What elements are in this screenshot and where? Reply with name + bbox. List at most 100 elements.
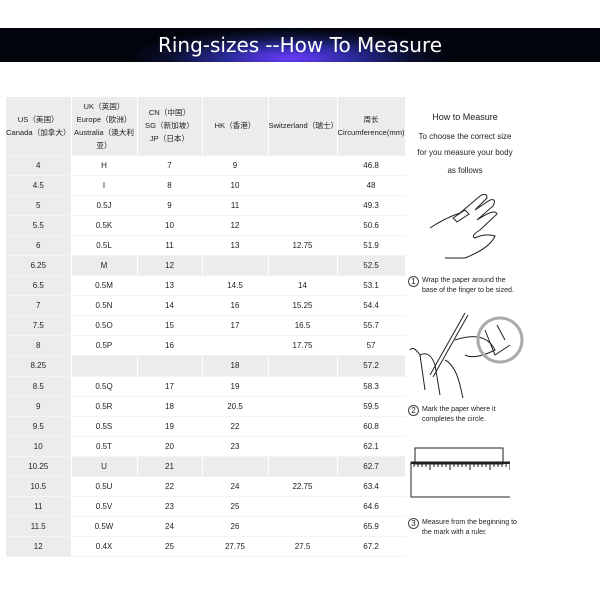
table-cell: 27.75: [202, 536, 269, 558]
table-cell: 46.8: [337, 155, 406, 176]
table-cell: 57: [337, 335, 406, 357]
table-cell: 4: [6, 155, 72, 176]
step-text: Mark the paper where it: [422, 406, 496, 413]
table-cell: 17: [137, 376, 203, 397]
table-cell: 7: [137, 155, 203, 176]
table-row: 7 0.5N 14 16 15.25 54.4: [6, 295, 406, 317]
banner-title-right: --How To Measure: [265, 33, 443, 57]
step-text: base of the finger to be sized.: [422, 287, 514, 294]
table-cell: 14.5: [202, 275, 269, 297]
table-cell: 11: [6, 496, 72, 518]
table-cell: 0.4X: [71, 536, 138, 558]
header-line: HK（香港）: [214, 121, 256, 131]
table-cell: 20.5: [202, 396, 269, 417]
table-cell: 14: [268, 275, 338, 297]
table-cell: 13: [202, 235, 269, 256]
table-row: 10.5 0.5U 22 24 22.75 63.4: [6, 476, 406, 498]
table-cell: 62.7: [337, 456, 406, 478]
table-cell: [268, 255, 338, 277]
table-row: 6 0.5L 11 13 12.75 51.9: [6, 235, 406, 256]
table-cell: [202, 255, 269, 277]
table-cell: 11: [137, 235, 203, 256]
table-cell: 15.25: [268, 295, 338, 317]
table-cell: [268, 496, 338, 518]
table-cell: 25: [137, 536, 203, 558]
measure-title: How to Measure: [432, 112, 498, 122]
header-line: Switzerland（瑞士）: [268, 121, 339, 131]
table-cell: [268, 155, 338, 176]
step-number: 2: [408, 405, 419, 416]
table-cell: 0.5T: [71, 436, 138, 457]
table-row: 5.5 0.5K 10 12 50.6: [6, 215, 406, 236]
table-cell: 10: [6, 436, 72, 457]
table-cell: 16.5: [268, 315, 338, 337]
table-cell: 8.5: [6, 376, 72, 397]
ruler-illustration: [410, 447, 510, 498]
table-cell: 0.5N: [71, 295, 138, 317]
header-line: Circumference(mm): [337, 127, 405, 137]
table-cell: 6.25: [6, 255, 72, 277]
table-cell: 19: [202, 376, 269, 397]
table-cell: 24: [137, 516, 203, 538]
table-row: 6.5 0.5M 13 14.5 14 53.1: [6, 275, 406, 297]
table-cell: 9: [137, 195, 203, 216]
table-cell: [268, 195, 338, 216]
table-cell: [268, 516, 338, 538]
mark-paper-illustration: [409, 312, 524, 399]
table-cell: 22: [202, 416, 269, 437]
header-line: 周长: [363, 114, 379, 124]
column-header: Switzerland（瑞士）: [268, 97, 339, 156]
table-cell: 12: [6, 536, 72, 558]
step-text: the mark with a ruler.: [422, 529, 487, 536]
table-cell: 0.5V: [71, 496, 138, 518]
table-row: 9 0.5R 18 20.5 59.5: [6, 396, 406, 417]
table-cell: 0.5Q: [71, 376, 138, 397]
step-number: 3: [408, 518, 419, 529]
header-line: 亚）: [96, 140, 112, 150]
table-cell: 8: [137, 175, 203, 196]
table-cell: [268, 396, 338, 417]
header-line: Europe（欧洲）: [76, 114, 132, 124]
table-cell: 9.5: [6, 416, 72, 437]
table-cell: 6: [6, 235, 72, 256]
banner-title-left: Ring-sizes: [157, 33, 260, 57]
table-cell: I: [71, 175, 138, 196]
table-cell: 25: [202, 496, 269, 518]
table-cell: 0.5R: [71, 396, 138, 417]
table-cell: 15: [137, 315, 203, 337]
how-to-measure-panel: How to Measure To choose the correct siz…: [400, 100, 600, 560]
table-cell: [268, 376, 338, 397]
step-text: Wrap the paper around the: [422, 277, 506, 284]
table-row: 5 0.5J 9 11 49.3: [6, 195, 406, 216]
table-cell: 9: [202, 155, 269, 176]
intro-line: for you measure your body: [417, 148, 513, 157]
table-cell: 9: [6, 396, 72, 417]
table-cell: 50.6: [337, 215, 406, 236]
table-cell: 10: [202, 175, 269, 196]
table-cell: [268, 215, 338, 236]
step-1: 1 Wrap the paper around the base of the f…: [408, 276, 514, 296]
table-cell: 11.5: [6, 516, 72, 538]
table-cell: 16: [202, 295, 269, 317]
table-cell: 4.5: [6, 175, 72, 196]
table-cell: 10.5: [6, 476, 72, 498]
table-cell: [202, 335, 269, 357]
table-cell: 19: [137, 416, 203, 437]
table-cell: 8: [6, 335, 72, 357]
table-row: 7.5 0.5O 15 17 16.5 55.7: [6, 315, 406, 337]
table-cell: M: [71, 255, 138, 277]
table-cell: [202, 456, 269, 478]
hand-wrap-illustration: [429, 193, 498, 259]
table-cell: 13: [137, 275, 203, 297]
table-row: 8.5 0.5Q 17 19 58.3: [6, 376, 406, 397]
table-row: 8 0.5P 16 17.75 57: [6, 335, 406, 357]
column-header: UK（英国） Europe（欧洲） Australia（澳大利 亚）: [71, 97, 138, 156]
column-header: HK（香港）: [202, 97, 269, 156]
table-cell: 0.5L: [71, 235, 138, 256]
header-line: JP（日本）: [149, 134, 190, 144]
table-cell: [268, 355, 338, 377]
table-row: 12 0.4X 25 27.75 27.5 67.2: [6, 536, 406, 558]
table-cell: 22.75: [268, 476, 338, 498]
step-3: 3 Measure from the beginning to the mark …: [408, 518, 517, 538]
table-cell: H: [71, 155, 138, 176]
